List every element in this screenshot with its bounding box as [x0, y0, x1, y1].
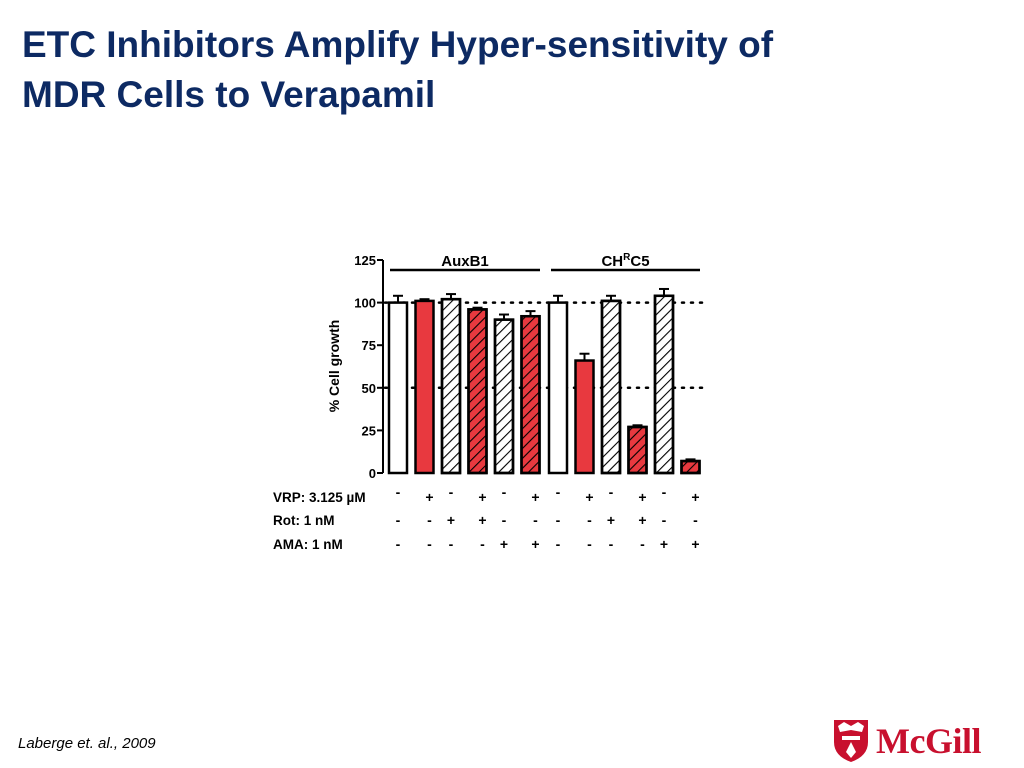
treatment-sign: -	[396, 536, 401, 552]
bar	[574, 359, 595, 475]
bar	[414, 299, 435, 475]
treatment-sign: -	[396, 484, 401, 500]
bar-hatch	[467, 308, 488, 475]
treatment-sign: +	[638, 489, 646, 505]
y-tick-label: 50	[362, 381, 376, 396]
logo-wordmark: McGill	[876, 721, 981, 761]
treatment-sign: -	[502, 484, 507, 500]
bar-hatch	[520, 314, 541, 475]
treatment-sign: +	[607, 512, 615, 528]
treatment-sign: -	[662, 484, 667, 500]
treatment-label: Rot: 1 nM	[273, 513, 335, 528]
slide-title: ETC Inhibitors Amplify Hyper-sensitivity…	[22, 20, 1002, 120]
treatment-sign: +	[660, 536, 668, 552]
treatment-sign: -	[556, 512, 561, 528]
treatment-sign: -	[427, 512, 432, 528]
y-tick-label: 0	[369, 466, 376, 481]
treatment-sign: -	[480, 536, 485, 552]
y-axis: 0 25 50 75 100 125	[354, 253, 384, 481]
treatment-sign: +	[585, 489, 593, 505]
bar-hatch	[600, 299, 622, 475]
treatment-sign: -	[556, 484, 561, 500]
treatment-sign: -	[587, 512, 592, 528]
bars	[387, 287, 701, 475]
shield-icon	[834, 720, 868, 762]
bar-hatch	[493, 318, 515, 475]
treatment-sign: -	[640, 536, 645, 552]
bar-hatch	[440, 297, 462, 475]
treatment-sign: -	[693, 512, 698, 528]
treatment-sign: -	[609, 484, 614, 500]
treatment-sign: -	[533, 512, 538, 528]
citation: Laberge et. al., 2009	[18, 735, 156, 752]
y-tick-label: 125	[354, 253, 376, 268]
group-labels: AuxB1 CHRC5	[390, 252, 700, 272]
y-tick-label: 25	[362, 423, 376, 438]
bar	[387, 301, 409, 475]
mcgill-logo: McGill	[832, 716, 1012, 766]
title-line-2: MDR Cells to Verapamil	[22, 74, 436, 115]
y-axis-label: % Cell growth	[326, 320, 342, 413]
treatment-sign: -	[662, 512, 667, 528]
treatment-table: VRP: 3.125 µM - + - + - + - + - + - +Rot: 1 nM - - + + - -…	[273, 484, 700, 552]
treatment-label: AMA: 1 nM	[273, 537, 343, 552]
y-tick-label: 75	[362, 338, 376, 353]
bar-hatch	[680, 459, 701, 475]
group-label: CHRC5	[601, 252, 649, 270]
treatment-sign: +	[531, 489, 539, 505]
title-line-1: ETC Inhibitors Amplify Hyper-sensitivity…	[22, 24, 774, 65]
bar	[547, 301, 569, 475]
treatment-sign: -	[587, 536, 592, 552]
treatment-sign: +	[531, 536, 539, 552]
treatment-sign: -	[556, 536, 561, 552]
treatment-sign: +	[478, 512, 486, 528]
treatment-sign: -	[449, 484, 454, 500]
treatment-sign: -	[427, 536, 432, 552]
treatment-sign: +	[691, 489, 699, 505]
treatment-label: VRP: 3.125 µM	[273, 490, 366, 505]
treatment-sign: +	[447, 512, 455, 528]
treatment-sign: +	[691, 536, 699, 552]
group-label: AuxB1	[441, 253, 489, 270]
bar-hatch	[627, 425, 648, 475]
treatment-sign: -	[609, 536, 614, 552]
treatment-sign: +	[500, 536, 508, 552]
treatment-sign: +	[478, 489, 486, 505]
treatment-sign: +	[425, 489, 433, 505]
bar-hatch	[653, 294, 675, 475]
treatment-sign: -	[449, 536, 454, 552]
y-tick-label: 100	[354, 296, 376, 311]
treatment-sign: +	[638, 512, 646, 528]
treatment-sign: -	[502, 512, 507, 528]
treatment-sign: -	[396, 512, 401, 528]
